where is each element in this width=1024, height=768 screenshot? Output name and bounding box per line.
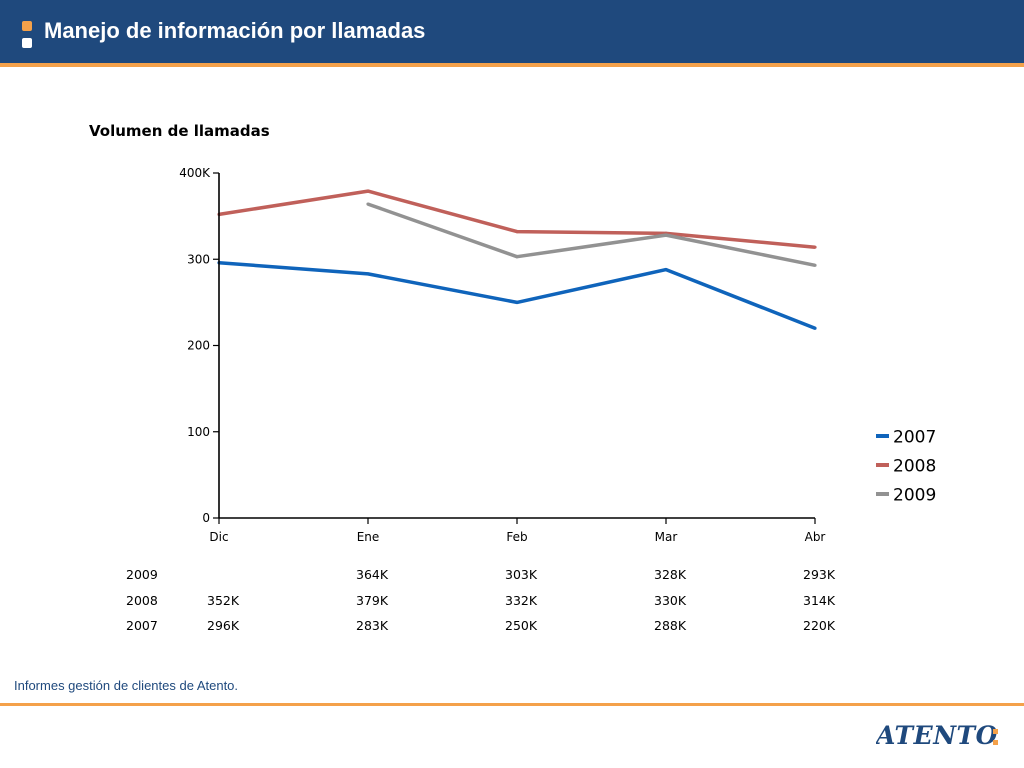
data-point-2007 (515, 300, 519, 304)
data-point-2008 (515, 230, 519, 234)
chart-title: Volumen de llamadas (89, 122, 270, 140)
colon-logo-mark-icon (22, 21, 32, 49)
data-point-2009 (515, 255, 519, 259)
y-tick-label: 300 (187, 252, 210, 266)
atento-logo: ATENTO (876, 721, 998, 750)
series-line-2007 (218, 260, 816, 330)
footer-note: Informes gestión de clientes de Atento. (14, 678, 239, 693)
data-point-2009 (813, 263, 817, 267)
table-row-label: 2008 (126, 593, 158, 608)
data-point-2007 (664, 268, 668, 272)
legend-label-2008: 2008 (893, 457, 936, 477)
table-row-label: 2007 (126, 618, 158, 633)
series-line-2008 (218, 189, 816, 249)
series-line-2009 (367, 202, 816, 268)
data-point-2008 (813, 245, 817, 249)
header-bar (0, 0, 1024, 63)
table-cell: 379K (356, 593, 389, 608)
x-tick-label: Ene (357, 530, 380, 544)
table-cell: 220K (803, 618, 836, 633)
table-cell: 330K (654, 593, 687, 608)
table-cell: 332K (505, 593, 538, 608)
x-tick-label: Dic (209, 530, 228, 544)
header-accent-line (0, 63, 1024, 67)
table-cell: 296K (207, 618, 240, 633)
table-cell: 328K (654, 567, 687, 582)
y-tick-label: 100 (187, 425, 210, 439)
y-tick-label: 400K (179, 166, 211, 180)
table-cell: 352K (207, 593, 240, 608)
legend-label-2007: 2007 (893, 428, 936, 448)
y-tick-label: 0 (202, 511, 210, 525)
legend-label-2009: 2009 (893, 486, 936, 506)
page-title: Manejo de información por llamadas (44, 18, 426, 43)
x-tick-label: Abr (805, 530, 826, 544)
x-tick-label: Mar (655, 530, 678, 544)
table-row-label: 2009 (126, 567, 158, 582)
table-cell: 293K (803, 567, 836, 582)
atento-logo-text: ATENTO (876, 721, 998, 750)
table-cell: 364K (356, 567, 389, 582)
table-cell: 250K (505, 618, 538, 633)
table-cell: 288K (654, 618, 687, 633)
table-cell: 283K (356, 618, 389, 633)
footer-accent-line (0, 703, 1024, 706)
data-point-2008 (366, 189, 370, 193)
y-tick-label: 200 (187, 339, 210, 353)
data-point-2009 (664, 233, 668, 237)
x-tick-label: Feb (506, 530, 527, 544)
data-point-2007 (813, 326, 817, 330)
table-cell: 314K (803, 593, 836, 608)
table-cell: 303K (505, 567, 538, 582)
data-point-2007 (366, 272, 370, 276)
data-point-2009 (366, 202, 370, 206)
